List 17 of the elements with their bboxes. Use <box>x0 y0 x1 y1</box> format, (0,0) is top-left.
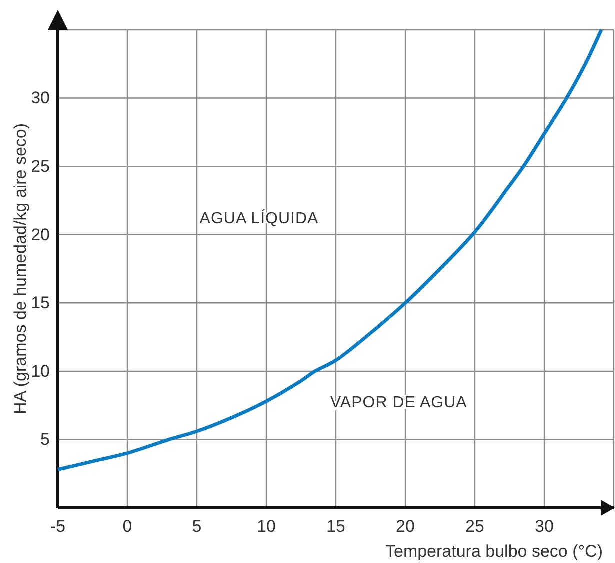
y-tick-label: 10 <box>31 362 50 381</box>
y-tick-label: 25 <box>31 157 50 176</box>
x-tick-label: 20 <box>396 517 415 536</box>
x-axis-title: Temperatura bulbo seco (°C) <box>385 542 603 561</box>
y-tick-label: 20 <box>31 225 50 244</box>
y-tick-label: 30 <box>31 88 50 108</box>
x-tick-label: 10 <box>257 517 276 536</box>
y-axis-title: HA (gramos de humedad/kg aire seco) <box>11 123 30 415</box>
x-tick-label: 15 <box>326 517 346 536</box>
y-tick-label: 5 <box>40 430 50 450</box>
x-tick-label: -5 <box>50 517 66 536</box>
line-series <box>56 28 604 472</box>
x-tick-label: 0 <box>122 517 132 536</box>
y-tick-label: 15 <box>31 294 50 313</box>
x-tick-label: 25 <box>466 517 484 536</box>
x-tick-label: 5 <box>192 517 202 536</box>
x-tick-label: 30 <box>535 517 554 536</box>
